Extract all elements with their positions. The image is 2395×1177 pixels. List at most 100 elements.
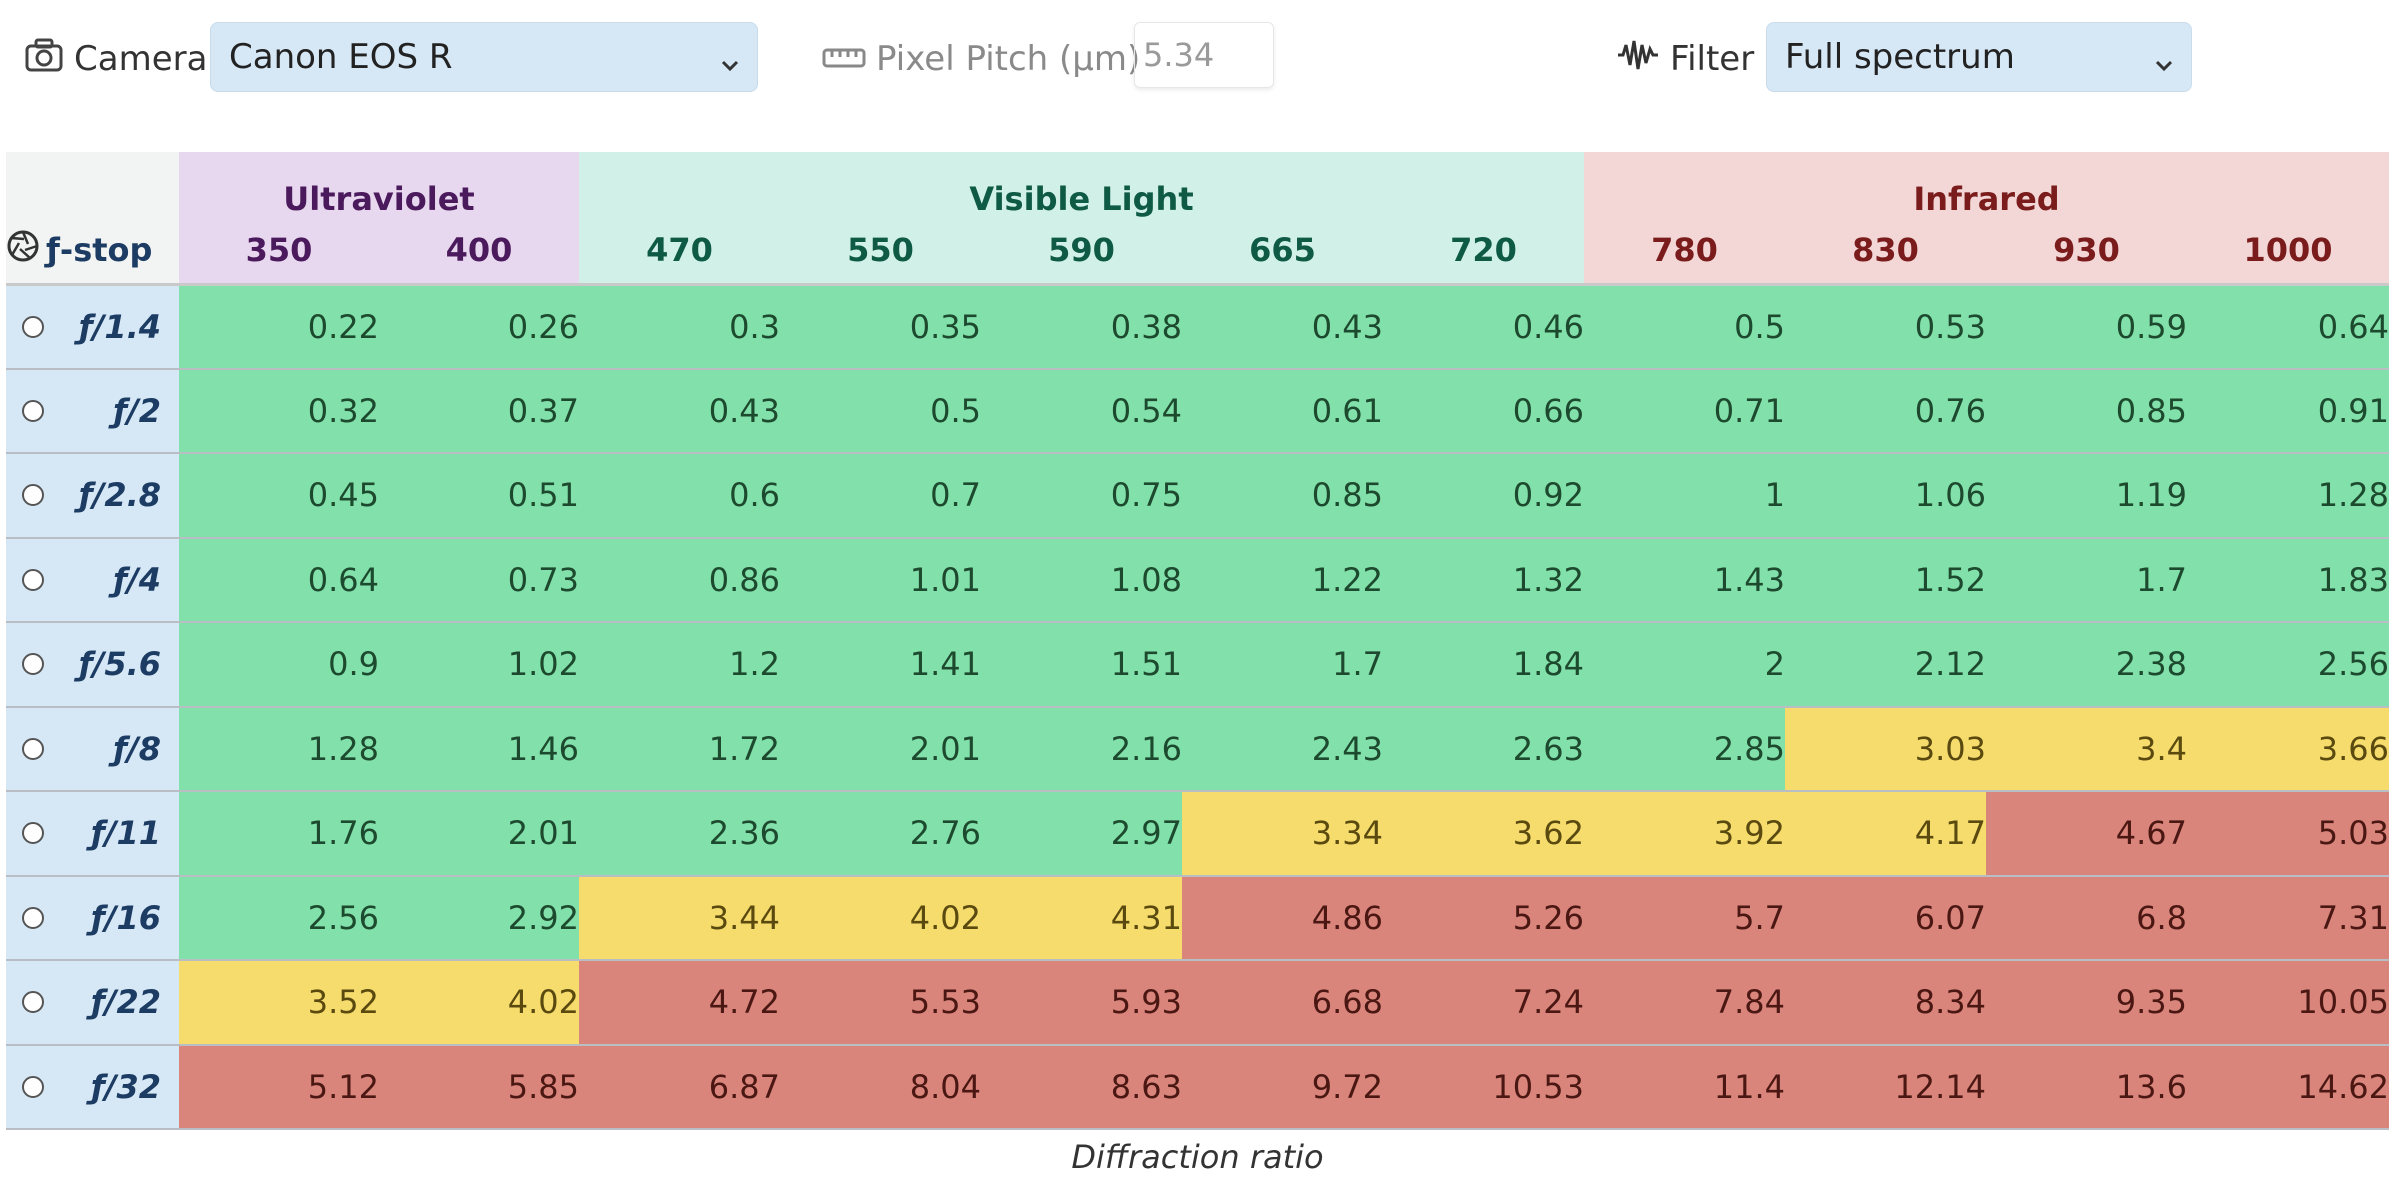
toolbar: Camera Canon EOS R Pixel Pitch (µm) 5.34… — [0, 0, 2395, 140]
ratio-cell: 0.37 — [379, 368, 579, 454]
ratio-cell: 1.83 — [2187, 537, 2389, 623]
wavelength-header: 780 — [1584, 218, 1785, 286]
ratio-cell: 1.46 — [379, 706, 579, 792]
ratio-cell: 0.26 — [379, 284, 579, 370]
fstop-row-header[interactable]: ƒ/11 — [6, 791, 179, 877]
fstop-label: ƒ/4 — [113, 560, 161, 599]
wavelength-header: 590 — [981, 218, 1182, 286]
table-row[interactable]: ƒ/4 0.64 0.73 0.86 1.01 1.08 1.22 1.32 1.43 1.52 1… — [6, 537, 2389, 623]
ratio-cell: 7.24 — [1383, 960, 1584, 1046]
ratio-cell: 1.08 — [981, 537, 1182, 623]
ratio-cell: 3.4 — [1986, 706, 2187, 792]
ratio-cell: 1.52 — [1785, 537, 1986, 623]
table-row[interactable]: ƒ/22 3.52 4.02 4.72 5.53 5.93 6.68 7.24 7.84 8.34… — [6, 960, 2389, 1046]
fstop-row-header[interactable]: ƒ/5.6 — [6, 622, 179, 708]
row-select-radio[interactable] — [22, 1075, 44, 1098]
table-row[interactable]: ƒ/5.6 0.9 1.02 1.2 1.41 1.51 1.7 1.84 2 2.12 2.38 2… — [6, 622, 2389, 708]
ratio-cell: 0.76 — [1785, 368, 1986, 454]
ratio-cell: 1.51 — [981, 622, 1182, 708]
fstop-row-header[interactable]: ƒ/16 — [6, 875, 179, 961]
corner-cell — [6, 152, 179, 218]
row-select-radio[interactable] — [22, 822, 44, 844]
fstop-row-header[interactable]: ƒ/22 — [6, 960, 179, 1046]
fstop-label: ƒ/22 — [90, 983, 161, 1022]
table-row[interactable]: ƒ/1.4 0.22 0.26 0.3 0.35 0.38 0.43 0.46 0.5 0.53 0… — [6, 284, 2389, 370]
wavelength-header: 550 — [780, 218, 981, 286]
fstop-row-header[interactable]: ƒ/8 — [6, 706, 179, 792]
ratio-cell: 0.86 — [579, 537, 780, 623]
ratio-cell: 5.53 — [780, 960, 981, 1046]
filter-select[interactable]: Full spectrum — [1766, 22, 2192, 92]
fstop-row-header[interactable]: ƒ/32 — [6, 1044, 179, 1130]
ratio-cell: 0.61 — [1182, 368, 1383, 454]
ratio-cell: 1.2 — [579, 622, 780, 708]
ratio-cell: 3.52 — [179, 960, 379, 1046]
table-row[interactable]: ƒ/8 1.28 1.46 1.72 2.01 2.16 2.43 2.63 2.85 3.03 3… — [6, 706, 2389, 792]
row-select-radio[interactable] — [22, 568, 44, 591]
pitch-label-text: Pixel Pitch (µm) — [876, 39, 1141, 79]
row-select-radio[interactable] — [22, 653, 44, 675]
ratio-cell: 8.63 — [981, 1044, 1182, 1130]
ratio-cell: 7.84 — [1584, 960, 1785, 1046]
ratio-cell: 1.06 — [1785, 453, 1986, 539]
ratio-cell: 14.62 — [2187, 1044, 2389, 1130]
ratio-cell: 1 — [1584, 453, 1785, 539]
row-select-radio[interactable] — [22, 484, 44, 506]
row-select-radio[interactable] — [22, 906, 44, 929]
table-row[interactable]: ƒ/16 2.56 2.92 3.44 4.02 4.31 4.86 5.26 5.7 6.07 6… — [6, 875, 2389, 961]
row-select-radio[interactable] — [22, 399, 44, 422]
fstop-row-header[interactable]: ƒ/2.8 — [6, 453, 179, 539]
fstop-label: ƒ/1.4 — [78, 307, 161, 346]
table-row[interactable]: ƒ/2.8 0.45 0.51 0.6 0.7 0.75 0.85 0.92 1 1.06 1.19… — [6, 453, 2389, 539]
pixel-pitch-input[interactable]: 5.34 — [1134, 22, 1274, 88]
wavelength-header: 350 — [179, 218, 379, 286]
ratio-cell: 0.71 — [1584, 368, 1785, 454]
ratio-cell: 5.03 — [2187, 791, 2389, 877]
table-row[interactable]: ƒ/32 5.12 5.85 6.87 8.04 8.63 9.72 10.53 11.4 12.… — [6, 1044, 2389, 1130]
ratio-cell: 0.43 — [1182, 284, 1383, 370]
ratio-cell: 13.6 — [1986, 1044, 2187, 1130]
filter-label: Filter — [1616, 30, 1754, 88]
ratio-cell: 4.02 — [379, 960, 579, 1046]
fstop-row-header[interactable]: ƒ/4 — [6, 537, 179, 623]
fstop-row-header[interactable]: ƒ/1.4 — [6, 284, 179, 370]
table-row[interactable]: ƒ/11 1.76 2.01 2.36 2.76 2.97 3.34 3.62 3.92 4.17… — [6, 791, 2389, 877]
ratio-cell: 1.01 — [780, 537, 981, 623]
ratio-cell: 2.63 — [1383, 706, 1584, 792]
ratio-cell: 0.85 — [1986, 368, 2187, 454]
ratio-cell: 0.3 — [579, 284, 780, 370]
ratio-cell: 8.34 — [1785, 960, 1986, 1046]
fstop-label: ƒ/11 — [90, 814, 161, 853]
ratio-cell: 0.32 — [179, 368, 379, 454]
ratio-cell: 2.12 — [1785, 622, 1986, 708]
ratio-cell: 0.66 — [1383, 368, 1584, 454]
filter-label-text: Filter — [1670, 39, 1755, 79]
ratio-cell: 10.53 — [1383, 1044, 1584, 1130]
row-select-radio[interactable] — [22, 315, 44, 338]
ratio-cell: 3.34 — [1182, 791, 1383, 877]
ratio-cell: 12.14 — [1785, 1044, 1986, 1130]
group-visible-light: Visible Light — [579, 152, 1584, 218]
ratio-cell: 0.7 — [780, 453, 981, 539]
ratio-cell: 1.28 — [2187, 453, 2389, 539]
wavelength-header: 470 — [579, 218, 780, 286]
ratio-cell: 0.53 — [1785, 284, 1986, 370]
pitch-label: Pixel Pitch (µm) — [822, 30, 1140, 88]
camera-label-text: Camera — [74, 39, 208, 79]
wavelength-header: 665 — [1182, 218, 1383, 286]
ratio-cell: 6.8 — [1986, 875, 2187, 961]
row-select-radio[interactable] — [22, 737, 44, 760]
row-select-radio[interactable] — [22, 991, 44, 1013]
fstop-row-header[interactable]: ƒ/2 — [6, 368, 179, 454]
group-header-row: Ultraviolet Visible Light Infrared — [6, 152, 2389, 218]
ratio-cell: 3.03 — [1785, 706, 1986, 792]
fstop-header-text: ƒ-stop — [46, 231, 153, 270]
fstop-header: ƒ-stop — [6, 218, 179, 286]
table-row[interactable]: ƒ/2 0.32 0.37 0.43 0.5 0.54 0.61 0.66 0.71 0.76 0.… — [6, 368, 2389, 454]
filter-select-value: Full spectrum — [1785, 37, 2015, 77]
ratio-cell: 2.85 — [1584, 706, 1785, 792]
waveform-icon — [1616, 37, 1670, 82]
ratio-cell: 2.16 — [981, 706, 1182, 792]
ratio-cell: 2.56 — [2187, 622, 2389, 708]
camera-select[interactable]: Canon EOS R — [210, 22, 758, 92]
